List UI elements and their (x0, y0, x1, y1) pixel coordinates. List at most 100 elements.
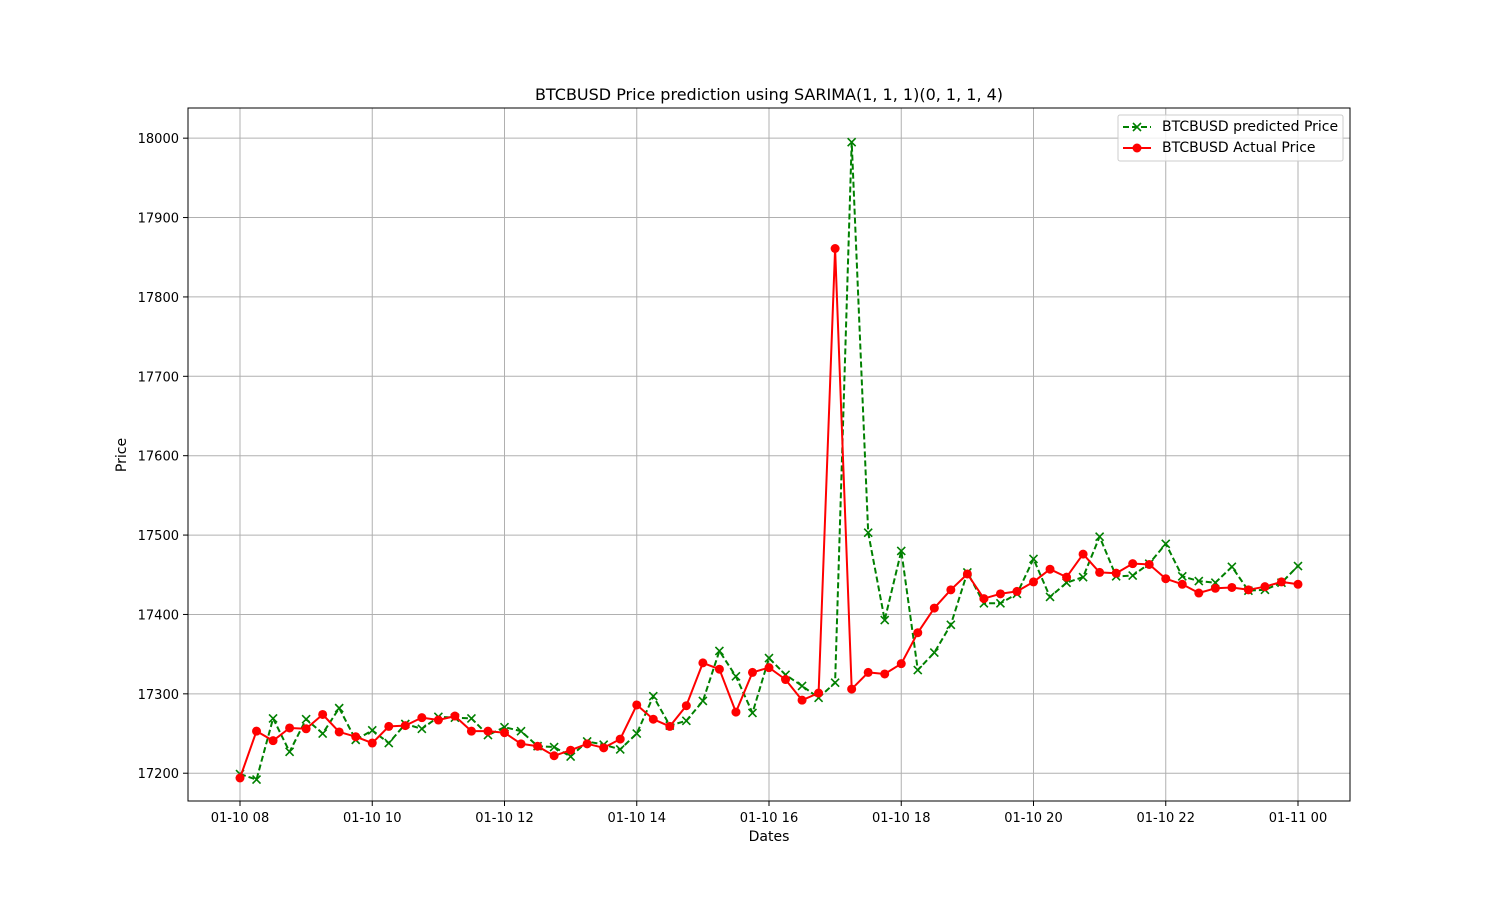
legend-actual-marker (1132, 143, 1142, 153)
actual-price-point (1111, 568, 1121, 578)
actual-price-point (979, 594, 989, 604)
predicted-price-point (830, 678, 840, 688)
predicted-price-point (516, 726, 526, 736)
predicted-price-point (1227, 562, 1237, 572)
predicted-price-point (566, 751, 576, 762)
predicted-price-point (1028, 554, 1039, 564)
x-tick-label: 01-10 14 (608, 811, 666, 826)
actual-price-point (863, 667, 873, 677)
predicted-price-point (847, 137, 857, 147)
actual-price-point (929, 603, 939, 613)
actual-price-point (880, 669, 890, 679)
predicted-price-point (384, 738, 394, 748)
actual-price-point (268, 736, 278, 746)
y-tick-label: 18000 (138, 132, 179, 147)
actual-price-point (285, 723, 295, 733)
predicted-price-point (549, 742, 559, 752)
predicted-price-point (466, 713, 477, 724)
actual-price-point (1194, 588, 1204, 598)
predicted-price-point (1194, 576, 1204, 586)
actual-price-point (1144, 559, 1154, 569)
actual-price-point (367, 738, 377, 748)
actual-price-point (764, 663, 774, 673)
y-tick-label: 17800 (138, 291, 179, 306)
predicted-price-point (648, 691, 658, 701)
legend: BTCBUSD predicted Price BTCBUSD Actual P… (1117, 114, 1344, 162)
predicted-price-point (1045, 592, 1055, 602)
legend-box (1117, 114, 1344, 162)
actual-price-point (1161, 574, 1171, 584)
x-tick-label: 01-10 16 (740, 811, 798, 826)
predicted-price-point (268, 713, 278, 724)
actual-price-point (1029, 577, 1038, 587)
actual-price-point (466, 726, 476, 736)
actual-price-point (615, 734, 625, 744)
x-tick-label: 01-10 22 (1137, 811, 1195, 826)
actual-price-point (1012, 586, 1022, 596)
y-tick-label: 17400 (138, 608, 179, 623)
actual-price-point (1095, 567, 1105, 577)
actual-price-point (566, 745, 576, 755)
x-axis: 01-10 08 01-10 10 01-10 12 01-10 14 01-10 16… (211, 801, 1327, 826)
predicted-price-point (731, 671, 741, 681)
actual-price-point (417, 713, 427, 723)
actual-price-point (731, 707, 741, 717)
actual-price-point (1243, 585, 1253, 595)
actual-price-point (665, 721, 675, 731)
actual-price-point (1293, 579, 1303, 589)
predicted-price-point (995, 598, 1006, 608)
predicted-price-point (251, 775, 262, 785)
actual-price-point (962, 569, 972, 579)
grid-lines (188, 108, 1350, 801)
chart-title: BTCBUSD Price prediction using SARIMA(1,… (535, 85, 1003, 104)
predicted-price-line (239, 141, 1299, 781)
actual-price-point (301, 724, 311, 734)
actual-price-point (946, 585, 956, 595)
predicted-price-point (863, 528, 873, 538)
actual-price-point (1276, 577, 1286, 587)
predicted-price-point (285, 747, 295, 757)
predicted-price-point (367, 725, 377, 735)
actual-price-point (1045, 564, 1055, 574)
actual-price-point (1078, 549, 1088, 559)
actual-price-point (830, 244, 840, 254)
x-tick-label: 01-10 18 (872, 811, 930, 826)
x-tick-label: 01-10 10 (343, 811, 401, 826)
series-layer (235, 137, 1303, 785)
predicted-price-point (747, 708, 758, 718)
predicted-price-point (714, 646, 724, 656)
actual-price-point (847, 684, 857, 694)
actual-price-point (896, 659, 906, 669)
predicted-price-point (417, 724, 427, 734)
actual-price-point (1062, 572, 1072, 582)
legend-predicted-label: BTCBUSD predicted Price (1162, 119, 1338, 135)
actual-price-point (797, 695, 807, 705)
x-tick-label: 01-10 08 (211, 811, 269, 826)
actual-price-point (549, 751, 559, 761)
actual-price-point (1210, 583, 1220, 593)
predicted-price-point (946, 620, 956, 630)
actual-price-point (384, 721, 394, 731)
predicted-price-point (880, 615, 890, 625)
predicted-price-point (1177, 571, 1187, 581)
predicted-price-point (929, 647, 939, 658)
x-tick-label: 01-10 12 (475, 811, 533, 826)
y-axis: 17200 17300 17400 17500 17600 17700 17800 17900… (138, 132, 188, 782)
actual-price-point (318, 709, 328, 719)
y-axis-label: Price (114, 438, 130, 472)
actual-price-point (582, 739, 592, 749)
actual-price-point (400, 721, 410, 731)
legend-predicted-marker (1132, 122, 1142, 132)
actual-price-point (681, 701, 691, 711)
actual-price-point (1177, 579, 1187, 589)
x-tick-label: 01-11 00 (1269, 811, 1327, 826)
actual-price-point (235, 773, 245, 783)
y-tick-label: 17700 (138, 370, 179, 385)
actual-price-point (351, 732, 361, 742)
y-tick-label: 17600 (138, 450, 179, 465)
x-axis-label: Dates (749, 829, 790, 845)
actual-price-point (781, 675, 791, 685)
predicted-price-point (698, 696, 708, 706)
predicted-price-point (318, 728, 328, 739)
